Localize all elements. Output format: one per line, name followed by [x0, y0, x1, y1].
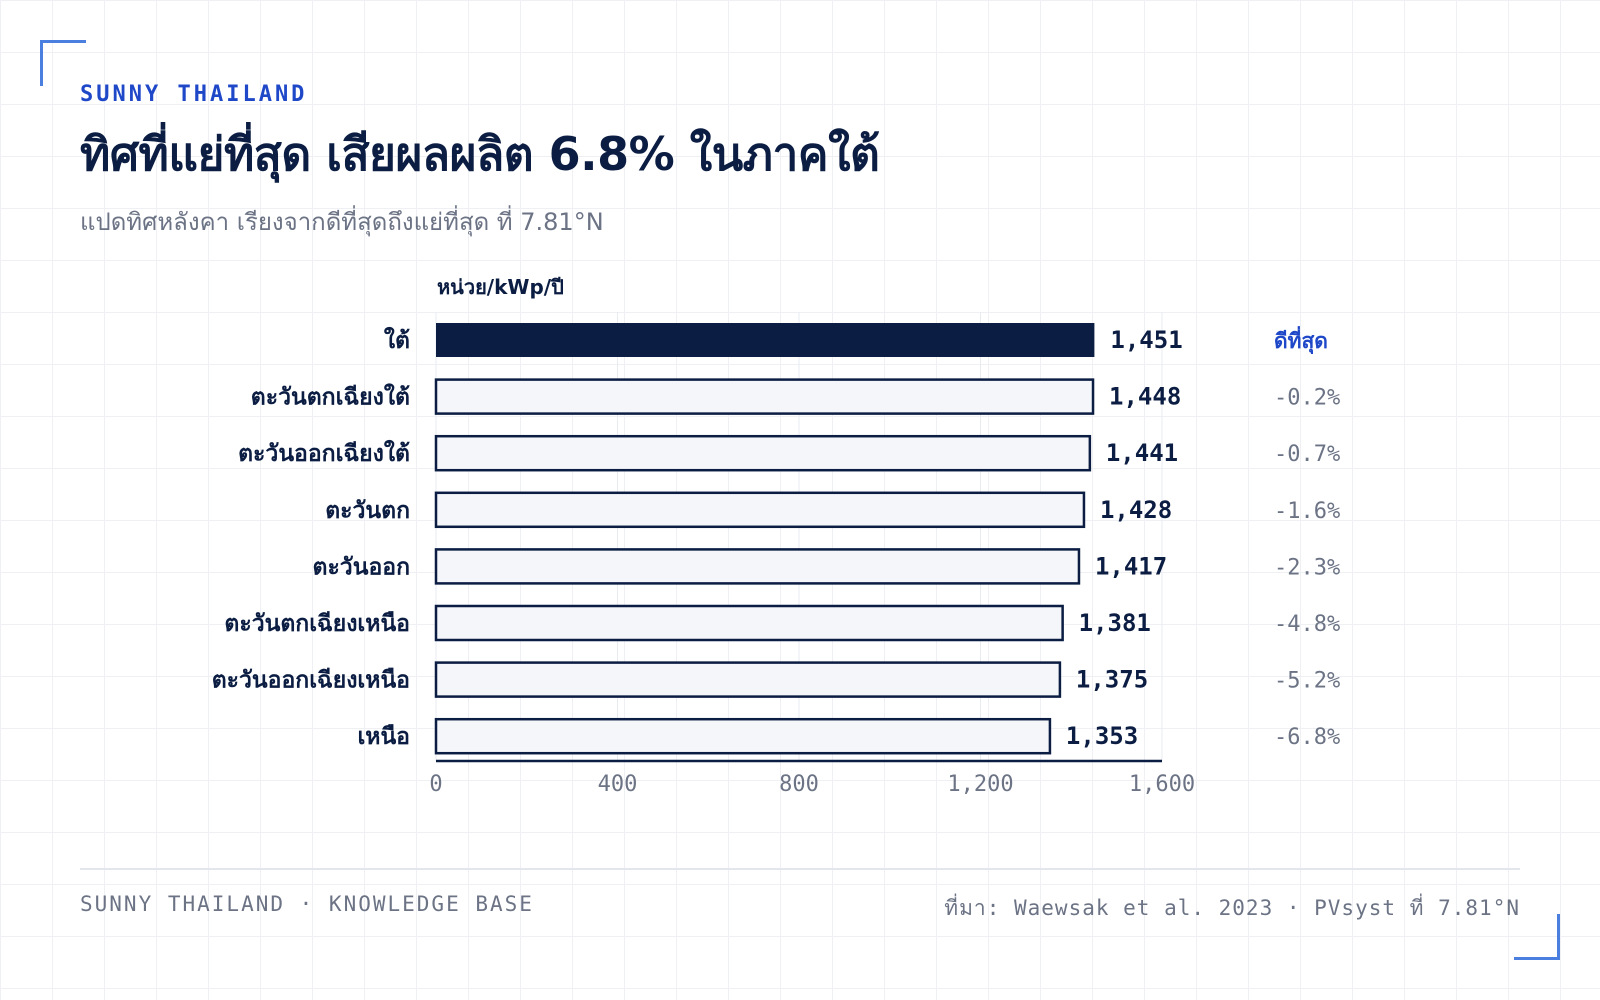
- x-tick-label: 0: [429, 772, 442, 797]
- bar: [434, 378, 1095, 415]
- category-label: ตะวันตกเฉียงเหนือ: [224, 611, 410, 637]
- data-label: 1,441: [1106, 439, 1178, 467]
- category-label: ตะวันออกเฉียงใต้: [238, 439, 410, 467]
- bar: [434, 491, 1086, 529]
- x-tick-label: 1,200: [947, 772, 1013, 797]
- chart-title: ทิศที่แย่ที่สุด เสียผลผลิต 6.8% ในภาคใต้: [80, 127, 880, 181]
- bar: [434, 434, 1092, 472]
- delta-annotation: -4.8%: [1274, 612, 1340, 637]
- data-label: 1,417: [1095, 552, 1167, 580]
- data-label: 1,375: [1076, 666, 1148, 694]
- category-label: ตะวันออกเฉียงเหนือ: [212, 668, 410, 694]
- corner-accent-bottom-right: [1514, 914, 1560, 960]
- category-label: ตะวันออก: [313, 554, 410, 580]
- delta-annotation: -6.8%: [1274, 725, 1340, 750]
- data-label: 1,353: [1066, 722, 1138, 750]
- data-label: 1,448: [1109, 383, 1181, 411]
- category-label: เหนือ: [357, 724, 410, 750]
- delta-annotation: -1.6%: [1274, 499, 1340, 524]
- footer-source: ที่มา: Waewsak et al. 2023 · PVsyst ที่ …: [944, 896, 1520, 920]
- unit-label: หน่วย/kWp/ปี: [437, 275, 564, 299]
- x-tick-label: 400: [598, 772, 638, 797]
- chart-subtitle: แปดทิศหลังคา เรียงจากดีที่สุดถึงแย่ที่สุ…: [80, 208, 604, 236]
- corner-accent-top-left: [40, 40, 86, 86]
- x-tick-label: 800: [779, 772, 819, 797]
- category-label: ใต้: [384, 326, 410, 354]
- x-tick-label: 1,600: [1129, 772, 1195, 797]
- bar: [434, 604, 1064, 642]
- data-label: 1,428: [1100, 496, 1172, 524]
- data-label: 1,451: [1110, 326, 1182, 354]
- delta-annotation: -5.2%: [1274, 669, 1340, 694]
- category-label: ตะวันตก: [325, 498, 410, 524]
- delta-annotation: -0.7%: [1274, 442, 1340, 467]
- footer-divider: [80, 868, 1520, 870]
- bar: [436, 323, 1095, 357]
- category-label: ตะวันตกเฉียงใต้: [251, 383, 410, 411]
- delta-annotation: -0.2%: [1274, 386, 1340, 411]
- bar: [434, 661, 1062, 698]
- bar: [434, 717, 1052, 755]
- footer-credit: SUNNY THAILAND · KNOWLEDGE BASE: [80, 892, 534, 916]
- bar: [434, 548, 1081, 585]
- best-annotation: ดีที่สุด: [1274, 325, 1328, 355]
- data-label: 1,381: [1079, 609, 1151, 637]
- delta-annotation: -2.3%: [1274, 555, 1340, 580]
- brand-label: SUNNY THAILAND: [80, 82, 308, 107]
